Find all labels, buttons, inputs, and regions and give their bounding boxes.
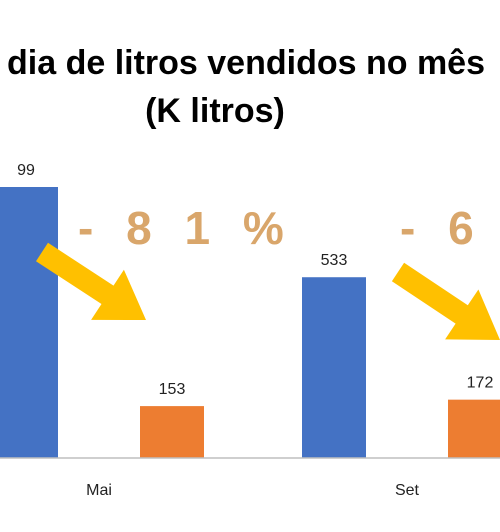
arrow-down-icon <box>391 262 500 340</box>
annotation-mai: - 8 1 % <box>78 202 294 254</box>
bar-set-2 <box>448 399 500 458</box>
annotations-group: - 8 1 % - 6 8 <box>78 202 500 254</box>
chart-title: dia de litros vendidos no mês <box>7 44 485 82</box>
tick-label-set: Set <box>395 482 420 499</box>
tick-labels-group: Mai Set <box>86 482 419 499</box>
bar-set-1 <box>302 277 366 458</box>
data-label-mai-2: 153 <box>159 381 186 398</box>
chart-subtitle: (K litros) <box>145 92 285 130</box>
data-labels-group: 99 153 533 172 <box>17 162 493 398</box>
bars-group <box>0 187 500 458</box>
data-label-set-1: 533 <box>321 252 348 269</box>
annotation-set: - 6 8 <box>400 202 500 254</box>
arrow-down-icon <box>36 242 146 320</box>
bar-mai-1 <box>0 187 58 458</box>
tick-label-mai: Mai <box>86 482 112 499</box>
bar-mai-2 <box>140 406 204 458</box>
data-label-mai-1: 99 <box>17 162 35 179</box>
data-label-set-2: 172 <box>467 375 494 392</box>
arrows-group <box>36 242 500 340</box>
